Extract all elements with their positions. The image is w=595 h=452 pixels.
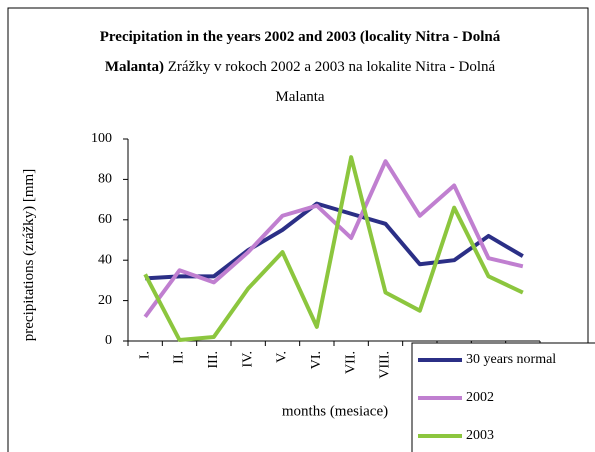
legend-label: 2002 — [466, 390, 494, 405]
legend-label: 2003 — [466, 428, 494, 443]
y-tick-label: 100 — [91, 131, 112, 146]
y-tick-label: 20 — [98, 293, 112, 308]
x-tick-label: VIII. — [378, 351, 393, 379]
y-tick-label: 0 — [105, 333, 112, 348]
frame — [7, 7, 589, 452]
x-tick-label: VII. — [343, 351, 358, 374]
x-tick-label: IV. — [240, 351, 255, 367]
x-tick-label: III. — [206, 351, 221, 369]
x-tick-label: I. — [137, 351, 152, 359]
chart-subtitle: Zrážky v rokoch 2002 a 2003 na lokalite … — [167, 59, 496, 105]
x-tick-label: VI. — [309, 351, 324, 369]
y-axis-label: precipitations (zrážky) [mm] — [21, 168, 37, 342]
legend-label: 30 years normal — [466, 352, 556, 367]
title-block: Precipitation in the years 2002 and 2003… — [80, 22, 520, 112]
chart-title: Precipitation in the years 2002 and 2003… — [99, 29, 501, 75]
y-tick-label: 40 — [98, 252, 112, 267]
x-tick-label: V. — [275, 351, 290, 363]
x-axis-label: months (mesiace) — [282, 403, 388, 419]
series-line — [145, 201, 524, 281]
series-line — [143, 159, 524, 318]
y-tick-label: 60 — [98, 212, 112, 227]
y-tick-label: 80 — [98, 172, 112, 187]
series-line — [143, 155, 524, 342]
x-tick-label: II. — [172, 351, 187, 364]
